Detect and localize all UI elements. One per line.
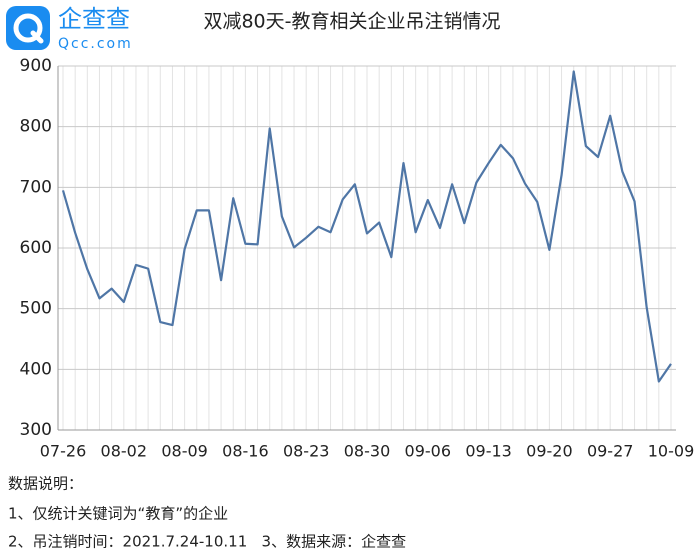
x-tick-label: 08-16 <box>222 442 269 461</box>
chart-title: 双减80天-教育相关企业吊注销情况 <box>203 11 500 33</box>
note: 1、仅统计关键词为“教育”的企业 <box>8 505 228 523</box>
logo-url: Qcc.com <box>58 36 133 52</box>
x-tick-label: 07-26 <box>40 442 87 461</box>
y-tick-label: 800 <box>20 117 52 137</box>
line <box>61 70 672 383</box>
x-tick-label: 09-13 <box>465 442 512 461</box>
x-tick-label: 09-06 <box>405 442 452 461</box>
y-tick-label: 700 <box>20 177 52 197</box>
y-tick-label: 300 <box>20 420 52 440</box>
logo-icon-tail <box>30 30 44 44</box>
logo-icon <box>6 6 50 50</box>
y-tick-label: 900 <box>20 56 52 76</box>
logo-name: 企查查 <box>58 5 130 33</box>
logo-icon-ring <box>13 13 43 43</box>
x-tick-label: 08-02 <box>101 442 148 461</box>
note: 数据说明： <box>8 475 83 493</box>
y-tick-label: 400 <box>20 359 52 379</box>
x-tick-label: 09-27 <box>587 442 634 461</box>
x-tick-label: 08-23 <box>283 442 330 461</box>
x-tick-label: 08-09 <box>161 442 208 461</box>
x-tick-label: 09-20 <box>526 442 573 461</box>
x-tick-label: 08-30 <box>344 442 391 461</box>
x-tick-label: 10-09 <box>648 442 695 461</box>
y-tick-label: 500 <box>20 299 52 319</box>
y-tick-label: 600 <box>20 238 52 258</box>
note: 2、吊注销时间：2021.7.24-10.11 3、数据来源：企查查 <box>8 533 406 551</box>
